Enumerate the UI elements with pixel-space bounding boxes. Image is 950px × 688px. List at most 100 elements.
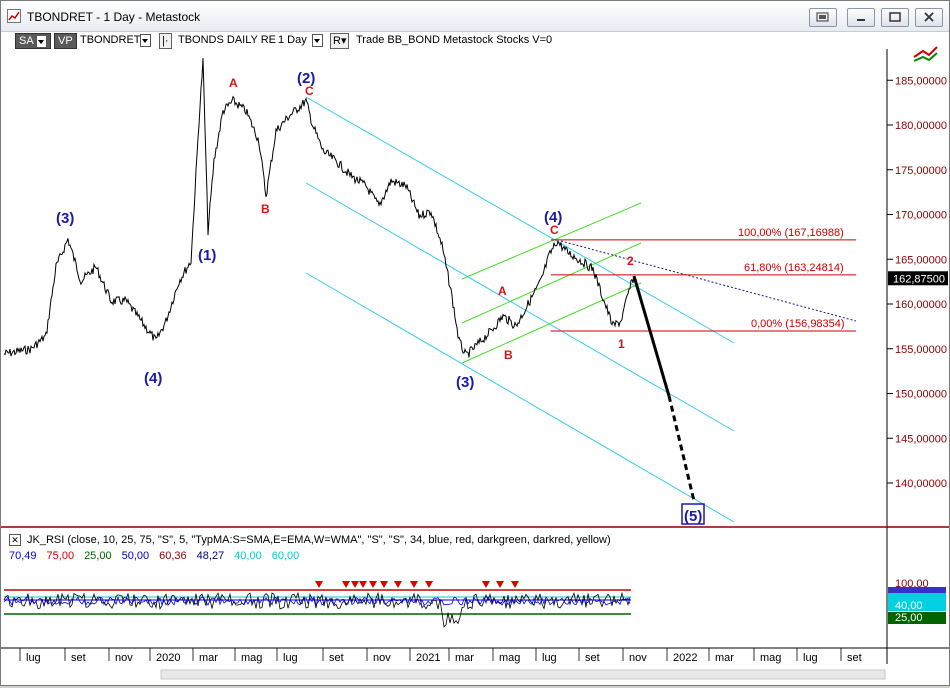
rsi-signal-arrow bbox=[496, 581, 504, 588]
scrollbar-graphic bbox=[160, 669, 886, 680]
wave-label-red: 2 bbox=[627, 254, 634, 268]
rsi-signal-line bbox=[3, 595, 631, 607]
wave-label-blue: (3) bbox=[456, 374, 474, 391]
vp-button[interactable]: VP bbox=[54, 33, 77, 49]
maximize-button[interactable] bbox=[881, 8, 909, 27]
channel-line-cyan bbox=[305, 96, 735, 344]
x-axis-label: nov bbox=[115, 652, 133, 664]
wave-label-red: B bbox=[261, 202, 270, 216]
toolbar-info: Trade BB_BOND Metastock Stocks V=0 bbox=[356, 34, 553, 46]
rsi-close-icon[interactable]: ✕ bbox=[9, 534, 21, 546]
chart-app-icon bbox=[7, 9, 21, 23]
y-axis-tick-label: 145,00000 bbox=[895, 433, 947, 445]
window-menu-button[interactable] bbox=[809, 8, 837, 27]
title-bar[interactable]: TBONDRET - 1 Day - Metastock bbox=[1, 1, 949, 32]
x-axis-label: 2022 bbox=[673, 652, 697, 664]
wave-label-blue: (1) bbox=[198, 247, 216, 264]
symbol-label[interactable]: TBONDRET bbox=[80, 34, 141, 46]
rsi-axis-green-badge bbox=[888, 612, 946, 624]
wave-label-red: A bbox=[229, 76, 238, 90]
x-axis-label: 2021 bbox=[416, 652, 440, 664]
chart-toolbar: SA VP TBONDRET |· TBONDS DAILY RE 1 Day … bbox=[1, 31, 887, 49]
dotted-trend-line bbox=[560, 240, 857, 322]
channel-line-green bbox=[461, 242, 642, 324]
rsi-axis-cyan-badge bbox=[888, 593, 946, 601]
series-name[interactable]: TBONDS DAILY RE bbox=[178, 34, 277, 46]
wave-label-red: A bbox=[498, 284, 507, 298]
x-axis-label: nov bbox=[373, 652, 391, 664]
horizontal-scrollbar[interactable] bbox=[1, 665, 949, 685]
period-dropdown[interactable] bbox=[312, 33, 323, 47]
rsi-line bbox=[3, 591, 631, 628]
wave-label-blue: (5) bbox=[684, 508, 702, 525]
rsi-value: 60,00 bbox=[271, 550, 300, 562]
window-title: TBONDRET - 1 Day - Metastock bbox=[27, 10, 201, 24]
line-style-button[interactable]: |· bbox=[159, 33, 172, 49]
maximize-icon bbox=[889, 12, 901, 22]
wave-5-box bbox=[681, 503, 705, 525]
x-axis-label: mag bbox=[241, 652, 262, 664]
wave-label-blue: (3) bbox=[56, 210, 74, 227]
chevron-down-icon bbox=[312, 33, 323, 47]
x-axis-label: lug bbox=[542, 652, 557, 664]
restore-icon bbox=[816, 12, 829, 22]
x-axis-label: set bbox=[329, 652, 344, 664]
close-icon bbox=[924, 12, 934, 22]
rsi-formula: JK_RSI (close, 10, 25, 75, "S", 5, "TypM… bbox=[27, 534, 611, 546]
projection-dashed bbox=[667, 395, 696, 502]
rsi-axis-label-bottom: 25,00 bbox=[895, 612, 923, 624]
channel-line-green bbox=[461, 282, 642, 364]
rsi-axis-blue-badge bbox=[888, 587, 946, 593]
x-axis-label: lug bbox=[26, 652, 41, 664]
x-axis-label: mar bbox=[715, 652, 734, 664]
rsi-signal-arrow bbox=[425, 581, 433, 588]
r-label: R bbox=[333, 35, 341, 47]
drawing-tools-icon bbox=[913, 46, 938, 58]
channel-line-cyan bbox=[305, 272, 735, 523]
price-line bbox=[3, 57, 635, 358]
minimize-button[interactable] bbox=[847, 8, 875, 27]
wave-label-red: C bbox=[550, 223, 559, 237]
x-axis-label: set bbox=[71, 652, 86, 664]
r-button[interactable]: R▾ bbox=[330, 33, 350, 49]
rsi-signal-arrow bbox=[369, 581, 377, 588]
rsi-values: 70,49 75,00 25,00 50,00 60,36 48,27 40,00 60,00 bbox=[9, 550, 309, 562]
rsi-value: 70,49 bbox=[9, 550, 37, 562]
rsi-signal-arrow bbox=[482, 581, 490, 588]
drawing-tools-icon-line bbox=[913, 52, 938, 62]
rsi-header: ✕ JK_RSI (close, 10, 25, 75, "S", 5, "Typ… bbox=[9, 534, 611, 546]
rsi-value: 75,00 bbox=[46, 550, 75, 562]
period-label[interactable]: 1 Day bbox=[278, 34, 307, 46]
x-axis-label: mag bbox=[499, 652, 520, 664]
rsi-signal-arrow bbox=[380, 581, 388, 588]
y-axis-tick-label: 185,00000 bbox=[895, 75, 947, 87]
x-axis-label: lug bbox=[283, 652, 298, 664]
wave-label-red: B bbox=[504, 348, 513, 362]
y-axis-tick-label: 175,00000 bbox=[895, 165, 947, 177]
close-button[interactable] bbox=[915, 8, 943, 27]
rsi-signal-arrow bbox=[359, 581, 367, 588]
fib-level-label: 0,00% (156,98354) bbox=[751, 318, 845, 330]
rsi-signal-arrow bbox=[342, 581, 350, 588]
symbol-dropdown[interactable] bbox=[140, 33, 151, 47]
sa-dropdown-icon bbox=[36, 34, 48, 48]
last-price-badge bbox=[888, 271, 948, 286]
x-axis-label: mar bbox=[455, 652, 474, 664]
x-axis-label: mag bbox=[760, 652, 781, 664]
fib-level-label: 61,80% (163,24814) bbox=[744, 262, 844, 274]
rsi-axis-label-mid: 40,00 bbox=[895, 600, 923, 612]
rsi-signal-arrow bbox=[315, 581, 323, 588]
wave-label-red: C bbox=[305, 84, 314, 98]
sa-button[interactable]: SA bbox=[15, 33, 52, 49]
last-price-label: 162,87500 bbox=[893, 273, 945, 285]
rsi-signal-arrow bbox=[410, 581, 418, 588]
wave-label-red: 1 bbox=[618, 337, 625, 351]
wave-label-blue: (4) bbox=[544, 209, 562, 226]
x-axis-label: 2020 bbox=[156, 652, 180, 664]
minimize-icon bbox=[857, 19, 865, 21]
rsi-signal-arrow bbox=[511, 581, 519, 588]
y-axis-tick-label: 165,00000 bbox=[895, 254, 947, 266]
chevron-down-icon bbox=[140, 33, 151, 47]
